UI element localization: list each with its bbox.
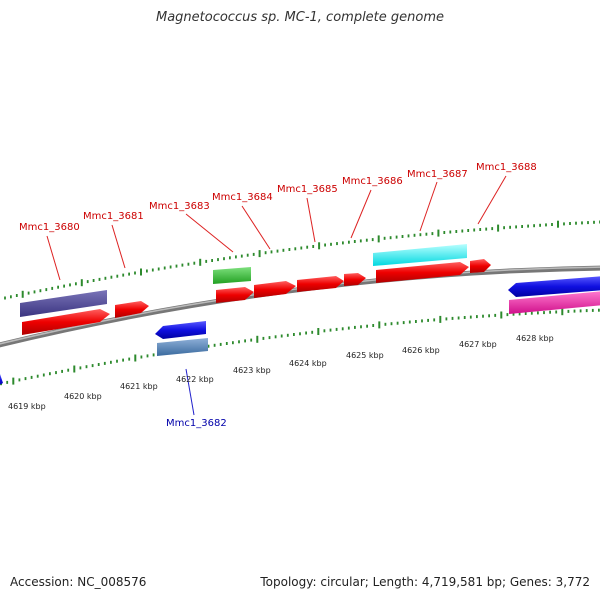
leader-line <box>46 235 61 281</box>
accession-text: Accession: NC_008576 <box>10 575 147 589</box>
feature-green[interactable] <box>213 267 251 284</box>
scale-label: 4625 kbp <box>346 351 384 360</box>
gene-arrow-forward[interactable] <box>254 281 296 298</box>
outer-tick-row <box>4 220 600 300</box>
gene-arrow-forward[interactable] <box>297 276 344 292</box>
gene-label[interactable]: Mmc1_3683 <box>149 201 210 212</box>
gene-arrow-forward[interactable] <box>115 301 149 318</box>
gene-label[interactable]: Mmc1_3682 <box>166 418 227 429</box>
gene-arrow-reverse[interactable] <box>155 321 206 339</box>
leader-line <box>185 368 195 416</box>
leader-line <box>241 205 271 250</box>
feature-pink[interactable] <box>509 291 600 314</box>
gene-arrow-forward[interactable] <box>216 287 254 303</box>
scale-label: 4624 kbp <box>289 359 327 368</box>
gene-arrow-reverse[interactable] <box>508 276 600 297</box>
leader-line <box>350 189 372 239</box>
gene-label[interactable]: Mmc1_3685 <box>277 184 338 195</box>
gene-labels: Mmc1_3680 Mmc1_3681 Mmc1_3682 Mmc1_3683 … <box>19 162 537 429</box>
gene-label[interactable]: Mmc1_3681 <box>83 211 144 222</box>
scale-label: 4620 kbp <box>64 392 102 401</box>
label-leader-lines <box>46 175 507 416</box>
scale-label: 4622 kbp <box>176 375 214 384</box>
gene-label[interactable]: Mmc1_3687 <box>407 169 468 180</box>
genome-summary-text: Topology: circular; Length: 4,719,581 bp… <box>260 575 590 589</box>
gene-label[interactable]: Mmc1_3686 <box>342 176 403 187</box>
feature-purple[interactable] <box>20 290 107 317</box>
gene-arrow-forward[interactable] <box>344 273 366 286</box>
scale-label: 4628 kbp <box>516 334 554 343</box>
gene-arrow-forward[interactable] <box>22 309 110 335</box>
gene-arrow-forward[interactable] <box>376 262 469 283</box>
inner-tick-row <box>0 308 600 386</box>
gene-label[interactable]: Mmc1_3680 <box>19 222 80 233</box>
leader-line <box>111 224 126 269</box>
leader-line <box>306 197 316 243</box>
leader-line <box>185 213 234 253</box>
gene-label[interactable]: Mmc1_3684 <box>212 192 273 203</box>
leader-line <box>477 175 507 225</box>
gene-arrow-forward[interactable] <box>470 259 491 273</box>
feature-steelblue[interactable] <box>157 338 208 356</box>
gene-label[interactable]: Mmc1_3688 <box>476 162 537 173</box>
scale-label: 4626 kbp <box>402 346 440 355</box>
gene-arrow-reverse-partial[interactable] <box>0 374 3 386</box>
leader-line <box>419 181 438 232</box>
scale-label: 4623 kbp <box>233 366 271 375</box>
scale-label: 4619 kbp <box>8 402 46 411</box>
scale-labels: 4619 kbp 4620 kbp 4621 kbp 4622 kbp 4623… <box>8 334 554 411</box>
feature-cyan[interactable] <box>373 244 467 266</box>
scale-label: 4621 kbp <box>120 382 158 391</box>
map-title: Magnetococcus sp. MC-1, complete genome <box>155 10 445 25</box>
scale-label: 4627 kbp <box>459 340 497 349</box>
